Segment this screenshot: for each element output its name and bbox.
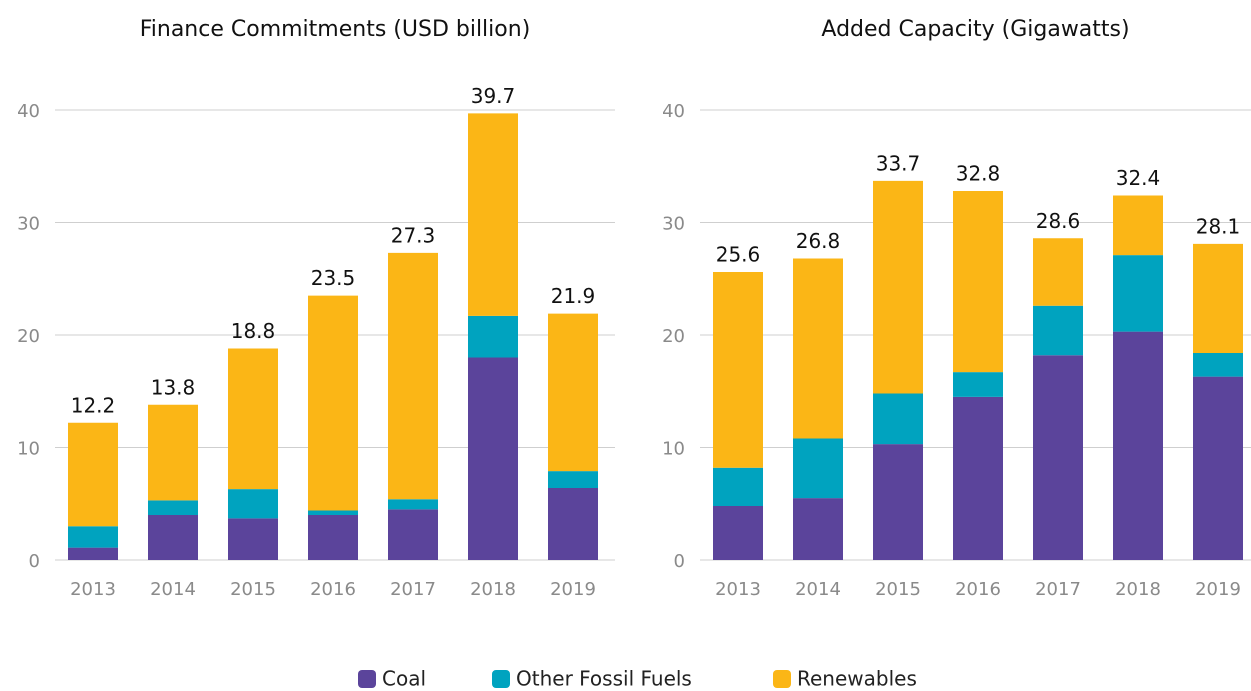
bar-segment — [148, 404, 198, 501]
total-label: 21.9 — [551, 284, 596, 308]
x-tick-label: 2019 — [550, 579, 596, 600]
y-tick-label: 40 — [662, 101, 685, 122]
bar-segment — [793, 438, 843, 499]
x-tick-label: 2018 — [470, 579, 516, 600]
total-label: 32.8 — [956, 162, 1001, 186]
x-tick-label: 2013 — [715, 579, 761, 600]
bar-segment — [1113, 331, 1163, 560]
bar-segment — [308, 510, 358, 515]
y-tick-label: 0 — [674, 551, 685, 572]
x-tick-label: 2015 — [875, 579, 921, 600]
bar-segment — [148, 515, 198, 560]
total-label: 23.5 — [311, 266, 356, 290]
legend-swatch — [492, 670, 510, 688]
bar-segment — [68, 547, 118, 560]
bar-segment — [953, 191, 1003, 373]
bar-segment — [548, 313, 598, 472]
x-tick-label: 2016 — [955, 579, 1001, 600]
y-tick-label: 10 — [662, 439, 685, 460]
x-tick-label: 2018 — [1115, 579, 1161, 600]
bar-segment — [953, 372, 1003, 397]
bar-segment — [468, 357, 518, 560]
y-tick-label: 30 — [17, 214, 40, 235]
x-tick-label: 2017 — [1035, 579, 1081, 600]
bar-segment — [228, 348, 278, 490]
bar-segment — [548, 488, 598, 560]
total-label: 39.7 — [471, 84, 516, 108]
bar-segment — [308, 515, 358, 560]
bar-segment — [388, 252, 438, 500]
bar-segment — [468, 113, 518, 316]
legend-label: Coal — [382, 667, 426, 691]
total-label: 28.1 — [1196, 214, 1241, 238]
legend-swatch — [773, 670, 791, 688]
bar-segment — [1193, 376, 1243, 560]
bar-segment — [228, 489, 278, 519]
bar-segment — [713, 467, 763, 506]
bar-segment — [388, 499, 438, 510]
y-tick-label: 30 — [662, 214, 685, 235]
bar-segment — [308, 295, 358, 511]
x-tick-label: 2016 — [310, 579, 356, 600]
bar-segment — [1033, 305, 1083, 356]
x-tick-label: 2017 — [390, 579, 436, 600]
bar-segment — [388, 509, 438, 560]
x-tick-label: 2014 — [150, 579, 196, 600]
chart-title: Added Capacity (Gigawatts) — [821, 17, 1129, 42]
chart-title: Finance Commitments (USD billion) — [140, 17, 531, 42]
total-label: 13.8 — [151, 375, 196, 399]
bar-segment — [68, 422, 118, 527]
total-label: 28.6 — [1036, 209, 1081, 233]
bar-segment — [68, 526, 118, 548]
bar-segment — [1113, 255, 1163, 332]
bar-segment — [1113, 195, 1163, 256]
bar-segment — [468, 315, 518, 358]
y-tick-label: 40 — [17, 101, 40, 122]
bar-segment — [1193, 243, 1243, 353]
bar-segment — [793, 258, 843, 439]
y-tick-label: 0 — [29, 551, 40, 572]
total-label: 25.6 — [716, 243, 761, 267]
bar-segment — [953, 396, 1003, 560]
bar-segment — [228, 518, 278, 560]
bar-segment — [873, 180, 923, 394]
total-label: 32.4 — [1116, 166, 1161, 190]
y-tick-label: 20 — [662, 326, 685, 347]
y-tick-label: 10 — [17, 439, 40, 460]
bar-segment — [873, 444, 923, 560]
bar-segment — [793, 498, 843, 560]
x-tick-label: 2014 — [795, 579, 841, 600]
total-label: 27.3 — [391, 223, 436, 247]
bar-segment — [1033, 355, 1083, 560]
total-label: 12.2 — [71, 393, 116, 417]
bar-segment — [1193, 353, 1243, 377]
bar-segment — [713, 506, 763, 560]
legend-label: Other Fossil Fuels — [516, 667, 692, 691]
bar-segment — [713, 272, 763, 468]
x-tick-label: 2019 — [1195, 579, 1241, 600]
y-tick-label: 20 — [17, 326, 40, 347]
bar-segment — [1033, 238, 1083, 306]
total-label: 26.8 — [796, 229, 841, 253]
x-tick-label: 2013 — [70, 579, 116, 600]
legend-label: Renewables — [797, 667, 917, 691]
total-label: 33.7 — [876, 151, 921, 175]
total-label: 18.8 — [231, 319, 276, 343]
bar-segment — [873, 393, 923, 445]
legend-swatch — [358, 670, 376, 688]
bar-segment — [148, 500, 198, 515]
bar-segment — [548, 471, 598, 488]
x-tick-label: 2015 — [230, 579, 276, 600]
